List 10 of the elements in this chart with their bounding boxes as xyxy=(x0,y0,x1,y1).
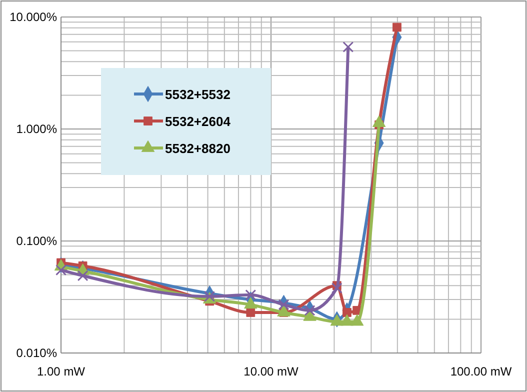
legend-label: 5532+5532 xyxy=(165,87,230,102)
y-tick-label: 0.010% xyxy=(16,346,58,360)
y-tick-label: 1.000% xyxy=(16,122,58,136)
x-tick-label: 1.00 mW xyxy=(36,364,86,379)
legend-label: 5532+2604 xyxy=(165,114,232,129)
x-tick-label: 10.00 mW xyxy=(244,364,300,379)
y-tick-label: 10.000% xyxy=(10,10,58,24)
x-tick-label: 100.00 mW xyxy=(450,364,512,379)
y-tick-label: 0.100% xyxy=(16,234,58,248)
legend-label: 5532+8820 xyxy=(165,141,230,156)
